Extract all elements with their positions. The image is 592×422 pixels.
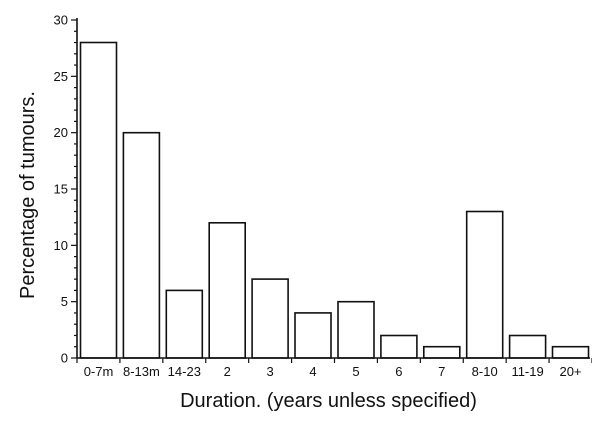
x-tick-label: 8-13m	[123, 364, 160, 379]
bars	[79, 41, 590, 359]
x-tick-label: 7	[438, 364, 445, 379]
bar-0-7m	[79, 41, 118, 359]
x-axis-label: Duration. (years unless specified)	[180, 390, 477, 412]
bar-3	[251, 278, 289, 359]
x-tick-label: 2	[224, 364, 231, 379]
x-tick-label: 8-10	[472, 364, 498, 379]
y-tick-label: 0	[61, 351, 68, 366]
y-tick-label: 20	[54, 125, 68, 140]
x-tick-labels: 0-7m 8-13m 14-23 2 3 4 5 6 7 8-10 11-19 20+	[84, 364, 582, 379]
x-tick-label: 20+	[559, 364, 581, 379]
x-tick-label: 14-23	[168, 364, 201, 379]
bar-4	[294, 312, 332, 359]
bar-11-19	[508, 334, 547, 359]
y-tick-label: 30	[54, 13, 68, 28]
axes	[71, 18, 592, 363]
x-tick-label: 3	[266, 364, 273, 379]
bar-2	[208, 222, 246, 359]
x-tick-label: 4	[309, 364, 316, 379]
bar-7	[422, 345, 461, 359]
y-tick-label: 5	[61, 294, 68, 309]
bar-5	[337, 300, 375, 359]
bar-20+	[551, 345, 590, 359]
y-tick-label: 10	[54, 238, 68, 253]
x-tick-label: 0-7m	[84, 364, 114, 379]
x-tick-label: 6	[395, 364, 402, 379]
y-axis-label: Percentage of tumours.	[17, 91, 39, 299]
bar-8-13m	[122, 131, 161, 359]
bar-6	[380, 334, 418, 359]
y-tick-label: 25	[54, 69, 68, 84]
x-tick-label: 5	[352, 364, 359, 379]
y-tick-labels: 0 5 10 15 20 25 30	[54, 13, 68, 366]
bar-8-10	[465, 210, 504, 359]
y-tick-label: 15	[54, 182, 68, 197]
bar-14-23	[165, 289, 204, 359]
x-tick-label: 11-19	[511, 364, 543, 379]
